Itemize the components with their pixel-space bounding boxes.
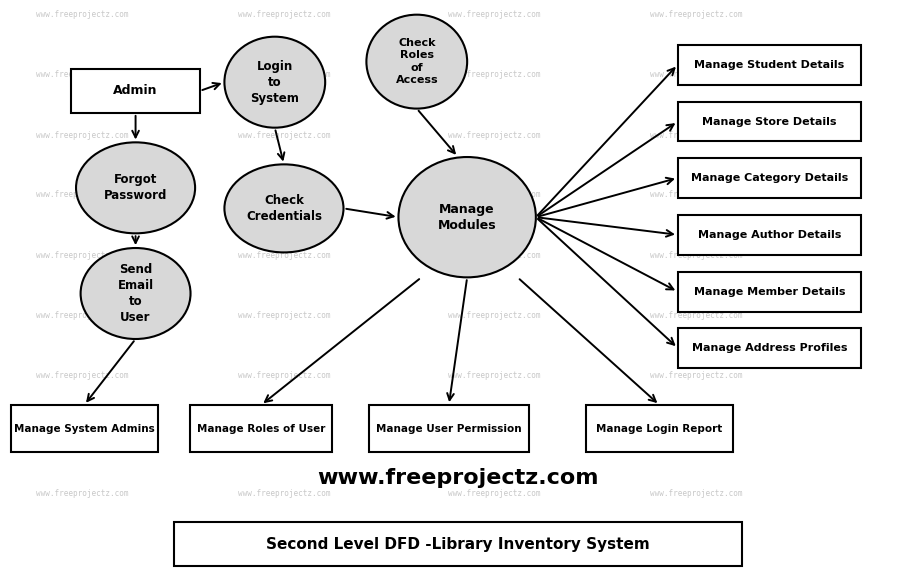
Ellipse shape xyxy=(366,15,467,109)
Text: Check
Credentials: Check Credentials xyxy=(246,194,322,223)
Bar xyxy=(678,158,861,198)
Text: Manage Address Profiles: Manage Address Profiles xyxy=(692,343,847,353)
Text: Manage Login Report: Manage Login Report xyxy=(596,423,723,434)
Bar xyxy=(678,328,861,368)
Text: Admin: Admin xyxy=(114,85,158,97)
Text: www.freeprojectz.com: www.freeprojectz.com xyxy=(449,488,540,498)
Text: Send
Email
to
User: Send Email to User xyxy=(117,263,154,324)
Bar xyxy=(678,102,861,141)
Text: www.freeprojectz.com: www.freeprojectz.com xyxy=(37,10,128,19)
Text: www.freeprojectz.com: www.freeprojectz.com xyxy=(238,371,330,380)
Text: www.freeprojectz.com: www.freeprojectz.com xyxy=(650,371,742,380)
Bar xyxy=(71,69,200,113)
Text: www.freeprojectz.com: www.freeprojectz.com xyxy=(449,311,540,320)
Bar xyxy=(11,405,158,452)
Ellipse shape xyxy=(81,248,191,339)
Text: www.freeprojectz.com: www.freeprojectz.com xyxy=(449,70,540,79)
Text: www.freeprojectz.com: www.freeprojectz.com xyxy=(238,130,330,140)
Text: www.freeprojectz.com: www.freeprojectz.com xyxy=(37,130,128,140)
Ellipse shape xyxy=(224,164,344,252)
Text: www.freeprojectz.com: www.freeprojectz.com xyxy=(449,251,540,260)
Bar xyxy=(678,272,861,312)
Text: Login
to
System: Login to System xyxy=(250,60,300,104)
Text: Manage Category Details: Manage Category Details xyxy=(691,173,848,183)
Text: Manage System Admins: Manage System Admins xyxy=(14,423,155,434)
Text: Manage Roles of User: Manage Roles of User xyxy=(197,423,325,434)
Bar xyxy=(678,215,861,255)
Text: www.freeprojectz.com: www.freeprojectz.com xyxy=(449,130,540,140)
Text: www.freeprojectz.com: www.freeprojectz.com xyxy=(238,251,330,260)
Text: Forgot
Password: Forgot Password xyxy=(104,173,168,203)
Text: www.freeprojectz.com: www.freeprojectz.com xyxy=(238,190,330,200)
Bar xyxy=(368,405,529,452)
Text: www.freeprojectz.com: www.freeprojectz.com xyxy=(37,251,128,260)
Bar xyxy=(174,522,742,566)
Text: www.freeprojectz.com: www.freeprojectz.com xyxy=(37,190,128,200)
Text: www.freeprojectz.com: www.freeprojectz.com xyxy=(650,311,742,320)
Text: www.freeprojectz.com: www.freeprojectz.com xyxy=(650,70,742,79)
Text: Manage
Modules: Manage Modules xyxy=(438,203,496,232)
Text: Manage Member Details: Manage Member Details xyxy=(693,286,845,297)
Text: www.freeprojectz.com: www.freeprojectz.com xyxy=(650,130,742,140)
Text: Manage User Permission: Manage User Permission xyxy=(376,423,521,434)
Text: Second Level DFD -Library Inventory System: Second Level DFD -Library Inventory Syst… xyxy=(267,537,649,552)
Text: www.freeprojectz.com: www.freeprojectz.com xyxy=(650,190,742,200)
Text: Manage Author Details: Manage Author Details xyxy=(698,230,841,240)
Bar xyxy=(586,405,733,452)
Text: www.freeprojectz.com: www.freeprojectz.com xyxy=(37,371,128,380)
Text: Check
Roles
of
Access: Check Roles of Access xyxy=(396,38,438,85)
Text: www.freeprojectz.com: www.freeprojectz.com xyxy=(650,488,742,498)
Ellipse shape xyxy=(224,36,325,128)
Bar xyxy=(190,405,332,452)
Text: www.freeprojectz.com: www.freeprojectz.com xyxy=(238,488,330,498)
Text: www.freeprojectz.com: www.freeprojectz.com xyxy=(238,70,330,79)
Text: www.freeprojectz.com: www.freeprojectz.com xyxy=(238,311,330,320)
Text: www.freeprojectz.com: www.freeprojectz.com xyxy=(37,311,128,320)
Text: www.freeprojectz.com: www.freeprojectz.com xyxy=(317,468,599,488)
Text: Manage Store Details: Manage Store Details xyxy=(703,116,836,127)
Text: www.freeprojectz.com: www.freeprojectz.com xyxy=(449,190,540,200)
Text: www.freeprojectz.com: www.freeprojectz.com xyxy=(650,10,742,19)
Text: www.freeprojectz.com: www.freeprojectz.com xyxy=(449,10,540,19)
Text: www.freeprojectz.com: www.freeprojectz.com xyxy=(650,251,742,260)
Text: www.freeprojectz.com: www.freeprojectz.com xyxy=(449,371,540,380)
Bar xyxy=(678,45,861,85)
Text: www.freeprojectz.com: www.freeprojectz.com xyxy=(37,70,128,79)
Text: www.freeprojectz.com: www.freeprojectz.com xyxy=(37,488,128,498)
Text: www.freeprojectz.com: www.freeprojectz.com xyxy=(238,10,330,19)
Ellipse shape xyxy=(398,157,536,278)
Ellipse shape xyxy=(76,142,195,233)
Text: Manage Student Details: Manage Student Details xyxy=(694,59,845,70)
